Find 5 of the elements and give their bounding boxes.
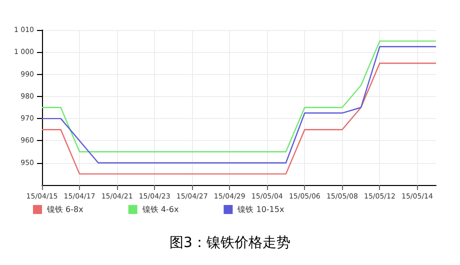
legend-label: 镍铁 4-6x xyxy=(141,205,179,214)
text: 图3：镍铁价格走势 xyxy=(170,235,290,251)
line-series xyxy=(41,62,437,175)
legend-label: 镍铁 6-8x xyxy=(46,205,84,214)
legend-label: 镍铁 10-15x xyxy=(236,205,284,214)
